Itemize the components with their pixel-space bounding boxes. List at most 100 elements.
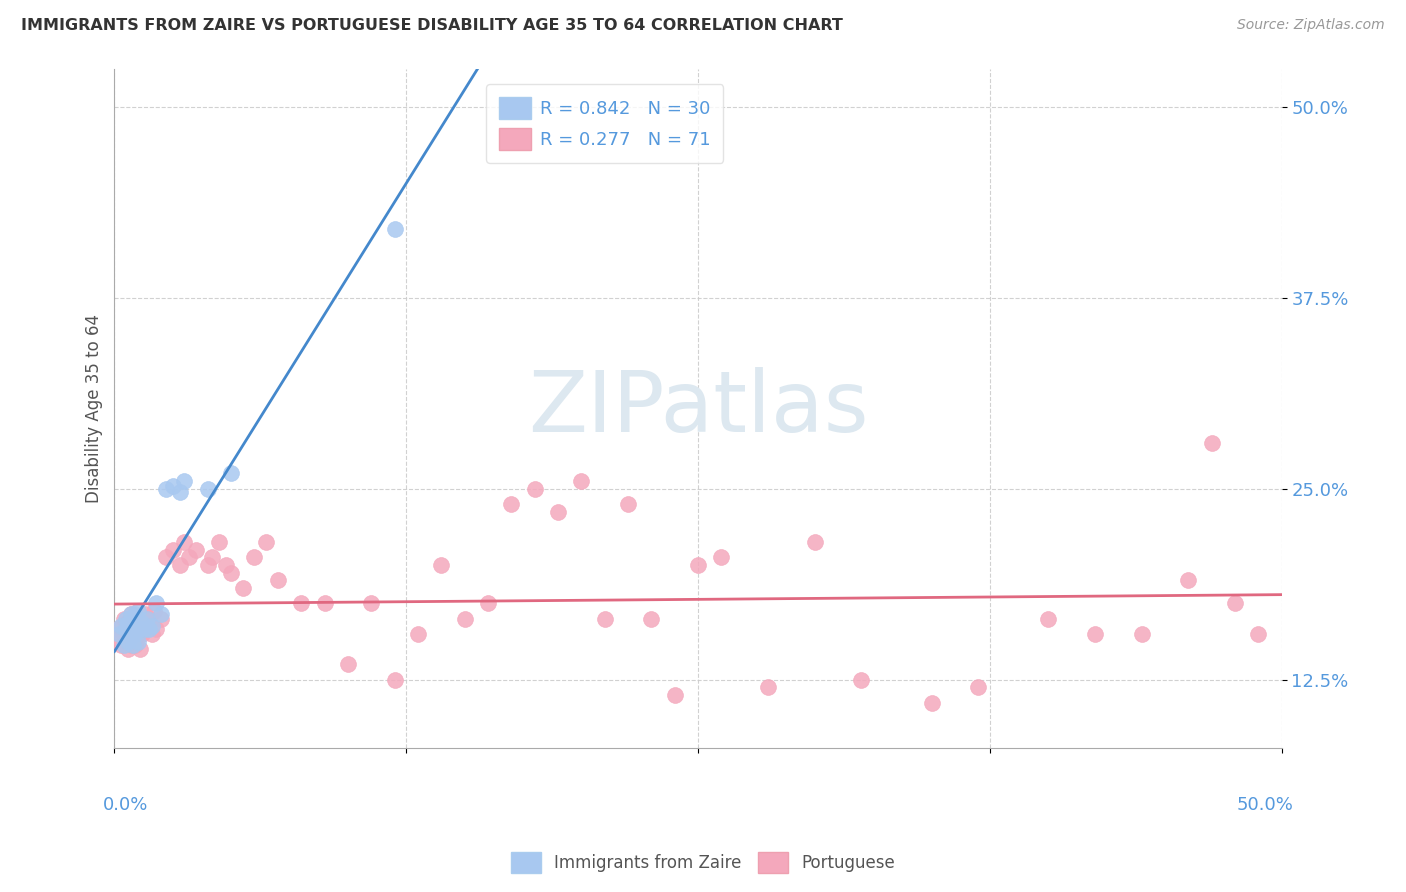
Point	[112, 611, 135, 625]
Point	[254, 535, 277, 549]
Point	[120, 607, 142, 621]
Point	[134, 607, 156, 621]
Point	[314, 596, 336, 610]
Point	[169, 484, 191, 499]
Point	[384, 673, 406, 687]
Point	[336, 657, 359, 672]
Point	[201, 550, 224, 565]
Point	[1038, 611, 1060, 625]
Point	[756, 681, 779, 695]
Point	[112, 638, 135, 652]
Point	[150, 607, 173, 621]
Point	[124, 627, 146, 641]
Point	[122, 619, 145, 633]
Point	[115, 634, 138, 648]
Legend: R = 0.842   N = 30, R = 0.277   N = 71: R = 0.842 N = 30, R = 0.277 N = 71	[486, 85, 724, 162]
Point	[179, 550, 201, 565]
Point	[617, 497, 640, 511]
Text: 50.0%: 50.0%	[1236, 796, 1294, 814]
Point	[141, 619, 163, 633]
Point	[120, 607, 142, 621]
Point	[804, 535, 827, 549]
Point	[1223, 596, 1246, 610]
Point	[173, 474, 195, 488]
Point	[290, 596, 312, 610]
Point	[117, 616, 139, 631]
Point	[129, 622, 152, 636]
Point	[219, 566, 242, 580]
Point	[117, 634, 139, 648]
Point	[108, 627, 131, 641]
Point	[1201, 436, 1223, 450]
Point	[110, 619, 132, 633]
Point	[136, 611, 159, 625]
Point	[197, 482, 219, 496]
Point	[169, 558, 191, 573]
Point	[150, 611, 173, 625]
Point	[710, 550, 733, 565]
Point	[967, 681, 990, 695]
Point	[267, 574, 290, 588]
Point	[138, 622, 160, 636]
Point	[127, 634, 149, 648]
Point	[569, 474, 592, 488]
Point	[127, 604, 149, 618]
Point	[122, 638, 145, 652]
Point	[360, 596, 382, 610]
Point	[215, 558, 238, 573]
Point	[115, 616, 138, 631]
Point	[1084, 627, 1107, 641]
Point	[162, 478, 184, 492]
Point	[134, 622, 156, 636]
Point	[921, 696, 943, 710]
Point	[143, 604, 166, 618]
Point	[547, 505, 569, 519]
Point	[155, 550, 177, 565]
Text: Source: ZipAtlas.com: Source: ZipAtlas.com	[1237, 18, 1385, 32]
Point	[127, 627, 149, 641]
Point	[145, 596, 167, 610]
Point	[120, 638, 142, 652]
Text: 0.0%: 0.0%	[103, 796, 148, 814]
Point	[120, 627, 142, 641]
Point	[162, 542, 184, 557]
Point	[117, 642, 139, 657]
Point	[851, 673, 873, 687]
Point	[1247, 627, 1270, 641]
Point	[108, 632, 131, 646]
Point	[232, 581, 254, 595]
Point	[138, 611, 160, 625]
Point	[145, 622, 167, 636]
Text: IMMIGRANTS FROM ZAIRE VS PORTUGUESE DISABILITY AGE 35 TO 64 CORRELATION CHART: IMMIGRANTS FROM ZAIRE VS PORTUGUESE DISA…	[21, 18, 844, 33]
Point	[1130, 627, 1153, 641]
Point	[173, 535, 195, 549]
Point	[136, 619, 159, 633]
Point	[122, 627, 145, 641]
Legend: Immigrants from Zaire, Portuguese: Immigrants from Zaire, Portuguese	[505, 846, 901, 880]
Point	[129, 642, 152, 657]
Point	[477, 596, 499, 610]
Point	[243, 550, 266, 565]
Point	[593, 611, 616, 625]
Point	[115, 622, 138, 636]
Point	[208, 535, 231, 549]
Point	[131, 616, 153, 631]
Point	[219, 467, 242, 481]
Text: ZIPatlas: ZIPatlas	[527, 367, 869, 450]
Point	[664, 688, 686, 702]
Point	[124, 638, 146, 652]
Point	[127, 611, 149, 625]
Point	[453, 611, 475, 625]
Point	[105, 622, 128, 636]
Point	[155, 482, 177, 496]
Point	[430, 558, 453, 573]
Point	[117, 627, 139, 641]
Point	[141, 627, 163, 641]
Point	[197, 558, 219, 573]
Point	[640, 611, 662, 625]
Point	[122, 619, 145, 633]
Point	[112, 627, 135, 641]
Y-axis label: Disability Age 35 to 64: Disability Age 35 to 64	[86, 314, 103, 503]
Point	[131, 627, 153, 641]
Point	[523, 482, 546, 496]
